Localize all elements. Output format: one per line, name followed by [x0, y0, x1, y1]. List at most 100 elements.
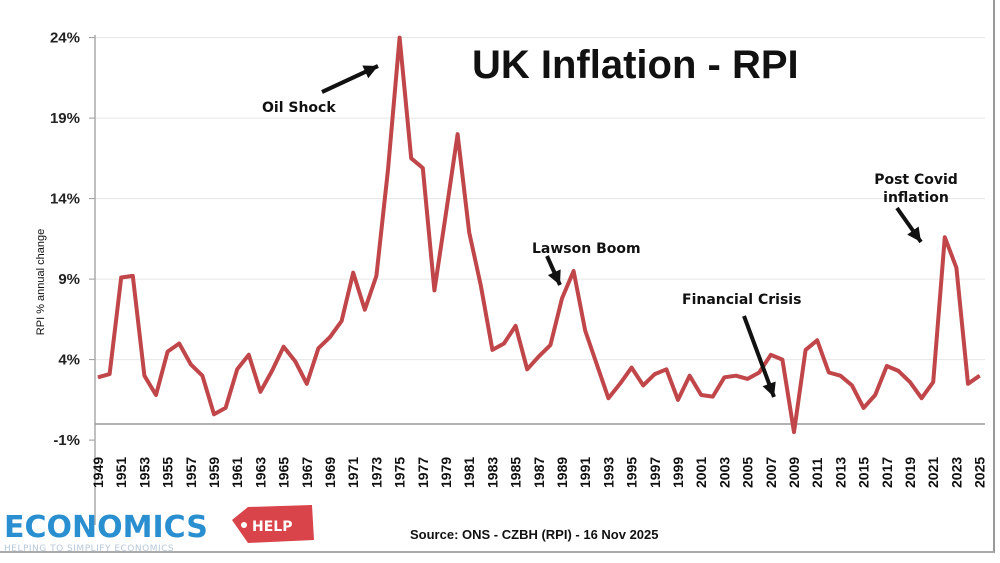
- data-point: [271, 370, 273, 372]
- data-point: [433, 289, 435, 291]
- data-point: [457, 133, 459, 135]
- data-point: [921, 397, 923, 399]
- post-covid-arrow-head: [907, 226, 921, 242]
- data-point: [468, 231, 470, 233]
- data-point: [665, 368, 667, 370]
- chart-frame: [0, 0, 995, 553]
- data-point: [132, 275, 134, 277]
- logo-tag-hole: [241, 522, 247, 528]
- y-tick-label: 4%: [58, 352, 80, 369]
- data-point: [689, 375, 691, 377]
- data-point: [120, 276, 122, 278]
- x-tick-label: 1969: [322, 457, 338, 488]
- economics-help-logo[interactable]: ECONOMICS HELP HELPING TO SIMPLIFY ECONO…: [4, 505, 314, 554]
- data-point: [909, 381, 911, 383]
- data-point: [584, 330, 586, 332]
- data-point: [410, 157, 412, 159]
- data-point: [480, 285, 482, 287]
- x-tick-label: 2015: [856, 457, 872, 488]
- x-tick-label: 1973: [368, 457, 384, 488]
- x-tick-label: 1985: [508, 457, 524, 488]
- data-point: [828, 371, 830, 373]
- x-tick-label: 1979: [438, 457, 454, 488]
- lawson-boom-arrow-head: [547, 269, 561, 285]
- x-tick-label: 1971: [345, 457, 361, 488]
- financial-crisis-arrow: [742, 315, 776, 398]
- annotation-post-covid-line2: inflation: [883, 190, 949, 206]
- data-point: [886, 365, 888, 367]
- data-point: [503, 343, 505, 344]
- data-point: [955, 267, 957, 269]
- data-point: [294, 360, 296, 362]
- data-point: [781, 359, 783, 361]
- y-tick-label: -1%: [53, 432, 80, 449]
- data-point: [631, 367, 633, 369]
- x-tick-label: 2013: [832, 457, 848, 488]
- x-tick-label: 1967: [299, 457, 315, 488]
- y-tick-label: 24%: [50, 30, 80, 47]
- data-point: [723, 376, 725, 378]
- data-point: [213, 413, 215, 415]
- x-tick-label: 1993: [600, 457, 616, 488]
- data-point: [364, 309, 366, 311]
- data-point: [654, 373, 656, 375]
- data-point: [341, 320, 343, 322]
- data-point: [329, 336, 331, 338]
- logo-tag-shape: [232, 505, 314, 543]
- data-point: [700, 394, 702, 396]
- data-point: [248, 354, 250, 356]
- data-point: [735, 375, 737, 377]
- y-tick-label: 19%: [50, 110, 80, 127]
- x-tick-label: 2011: [809, 457, 825, 488]
- data-point: [109, 373, 111, 375]
- annotation-oil-shock: Oil Shock: [262, 100, 336, 116]
- data-point: [491, 349, 493, 351]
- data-point: [549, 344, 551, 346]
- annotation-financial-crisis: Financial Crisis: [682, 292, 801, 308]
- data-point: [770, 354, 772, 356]
- source-note: Source: ONS - CZBH (RPI) - 16 Nov 2025: [410, 527, 659, 542]
- data-point: [155, 394, 157, 396]
- logo-tagline: HELPING TO SIMPLIFY ECONOMICS: [4, 544, 174, 554]
- data-point: [387, 169, 389, 171]
- data-point: [190, 363, 192, 365]
- x-tick-label: 1987: [531, 457, 547, 488]
- x-tick-label: 1977: [415, 457, 431, 488]
- data-point: [897, 370, 899, 372]
- x-tick-label: 2017: [879, 457, 895, 488]
- data-point: [816, 339, 818, 341]
- x-tick-label: 1951: [113, 457, 129, 488]
- x-tick-label: 1991: [577, 457, 593, 488]
- x-tick-label: 2005: [740, 457, 756, 488]
- data-point: [515, 325, 517, 327]
- x-tick-label: 1949: [90, 457, 106, 488]
- data-point: [236, 368, 238, 370]
- data-point: [375, 275, 377, 277]
- data-point: [747, 378, 749, 380]
- x-tick-label: 1999: [670, 457, 686, 488]
- x-tick-label: 1983: [484, 457, 500, 488]
- data-point: [317, 347, 319, 349]
- data-point: [805, 349, 807, 351]
- x-tick-label: 1963: [252, 457, 268, 488]
- data-point: [167, 351, 169, 353]
- data-point: [352, 272, 354, 274]
- x-tick-label: 2009: [786, 457, 802, 488]
- x-tick-label: 1965: [276, 457, 292, 488]
- data-point: [561, 297, 563, 299]
- annotation-lawson-boom: Lawson Boom: [532, 241, 641, 257]
- data-point: [874, 394, 876, 396]
- x-tick-label: 2023: [948, 457, 964, 488]
- data-point: [225, 407, 227, 409]
- x-tick-label: 1961: [229, 457, 245, 488]
- data-point: [607, 397, 609, 399]
- x-tick-label: 1957: [183, 457, 199, 488]
- data-point: [863, 407, 865, 409]
- data-point: [944, 236, 946, 238]
- y-tick-label: 14%: [50, 191, 80, 208]
- data-point: [573, 270, 575, 272]
- x-tick-label: 2003: [716, 457, 732, 488]
- x-tick-label: 1997: [647, 457, 663, 488]
- financial-crisis-arrow-head: [762, 381, 776, 397]
